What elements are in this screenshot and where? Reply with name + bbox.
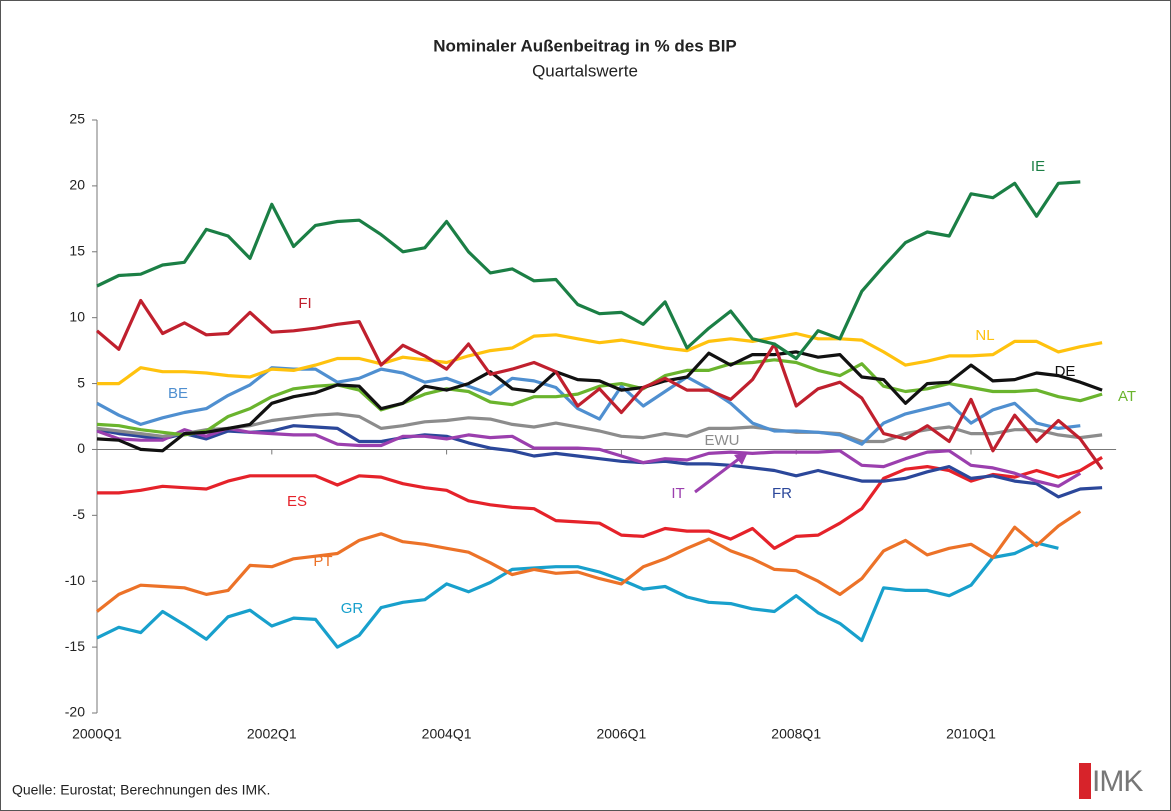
annotation-arrow: [694, 456, 741, 494]
series-label: FR: [772, 485, 792, 502]
series-label: GR: [341, 600, 364, 617]
x-tick-label: 2006Q1: [596, 726, 646, 742]
series-label: ES: [287, 493, 307, 510]
annotation-arrowhead: [734, 452, 748, 465]
logo: IMK: [1092, 765, 1143, 798]
y-tick-label: 25: [69, 111, 85, 127]
x-tick-label: 2000Q1: [72, 726, 122, 742]
source-note: Quelle: Eurostat; Berechnungen des IMK.: [12, 782, 270, 798]
series-label: BE: [168, 385, 188, 402]
series-line: [96, 350, 1103, 453]
series-line: [96, 541, 1059, 649]
series-line: [96, 424, 1103, 499]
series-line: [95, 298, 1104, 471]
y-tick-label: -10: [65, 572, 85, 588]
series-label: NL: [975, 327, 994, 344]
series-label: PT: [313, 553, 332, 570]
series-label: FI: [298, 295, 311, 312]
y-tick-label: -15: [65, 638, 85, 654]
series-line: [96, 180, 1081, 361]
series-label: IE: [1031, 158, 1045, 175]
series-label: IT: [671, 485, 684, 502]
series-line: [97, 331, 1103, 386]
y-tick-label: 20: [69, 177, 85, 193]
x-tick-label: 2010Q1: [946, 726, 996, 742]
logo-bar: [1079, 763, 1091, 799]
x-tick-label: 2008Q1: [771, 726, 821, 742]
series-line: [96, 366, 1081, 446]
y-tick-label: -20: [65, 704, 85, 720]
chart-subtitle: Quartalswerte: [532, 61, 638, 80]
series-line: [96, 426, 1082, 488]
y-tick-label: 5: [77, 374, 85, 390]
series-label: DE: [1055, 363, 1076, 380]
x-tick-label: 2002Q1: [247, 726, 297, 742]
series-line: [96, 510, 1082, 613]
y-tick-label: -5: [73, 506, 86, 522]
y-tick-label: 10: [69, 308, 85, 324]
series-line: [96, 358, 1103, 437]
y-tick-label: 15: [69, 242, 85, 258]
series-label: AT: [1118, 388, 1136, 405]
x-tick-label: 2004Q1: [422, 726, 472, 742]
series-line: [96, 412, 1103, 444]
series-line: [97, 456, 1103, 550]
series-label: EWU: [705, 432, 740, 449]
y-tick-label: 0: [77, 440, 85, 456]
chart-title: Nominaler Außenbeitrag in % des BIP: [433, 36, 737, 55]
